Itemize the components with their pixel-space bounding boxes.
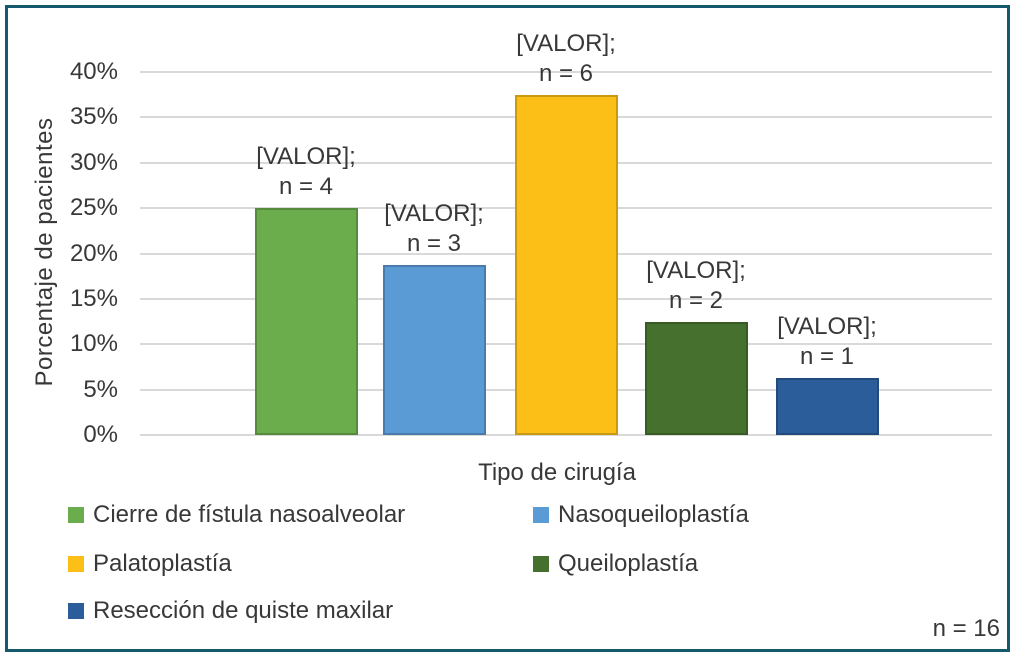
legend-item-label: Queiloplastía <box>558 550 699 577</box>
bar-value-label-4: [VALOR]; n = 1 <box>777 313 877 371</box>
legend-color-swatch <box>68 603 84 619</box>
bar-value-label-0: [VALOR]; n = 4 <box>256 143 356 201</box>
y-tick-label: 25% <box>69 194 118 222</box>
chart-frame <box>5 5 1010 652</box>
legend-item-3: Queiloplastía <box>533 550 699 577</box>
y-tick-label: 20% <box>69 239 118 267</box>
legend-color-swatch <box>533 556 549 572</box>
y-tick-label: 30% <box>69 148 118 176</box>
bar-1 <box>382 264 486 435</box>
y-tick-label: 15% <box>69 284 118 312</box>
y-tick-label: 10% <box>69 330 118 358</box>
bar-2 <box>514 94 618 435</box>
legend-color-swatch <box>68 556 84 572</box>
x-axis-title: Tipo de cirugía <box>478 459 636 486</box>
gridline <box>140 434 992 436</box>
bar-3 <box>644 321 748 435</box>
y-axis-tick-labels: 40% 35% 30% 25% 20% 15% 10% 5% 0% <box>30 0 118 480</box>
legend-item-label: Palatoplastía <box>93 550 232 577</box>
bar-value-label-2: [VALOR]; n = 6 <box>516 29 616 87</box>
legend-color-swatch <box>533 507 549 523</box>
legend-item-label: Nasoqueiloplastía <box>558 501 749 528</box>
bar-value-label-1: [VALOR]; n = 3 <box>384 199 484 257</box>
legend-item-4: Resección de quiste maxilar <box>68 597 394 624</box>
y-tick-label: 5% <box>83 375 118 403</box>
y-tick-label: 35% <box>69 103 118 131</box>
legend-item-label: Resección de quiste maxilar <box>93 597 394 624</box>
plot-area: [VALOR]; n = 4 [VALOR]; n = 3 [VALOR]; n = 6 [… <box>140 30 992 436</box>
gridline <box>140 71 992 73</box>
y-tick-label: 40% <box>69 58 118 85</box>
legend-item-label: Cierre de fístula nasoalveolar <box>93 501 406 528</box>
y-tick-label: 0% <box>83 421 118 448</box>
legend-item-1: Nasoqueiloplastía <box>533 501 749 528</box>
total-n-label: n = 16 <box>932 615 1000 642</box>
bar-4 <box>775 378 879 435</box>
bar-0 <box>254 208 358 435</box>
bar-value-label-3: [VALOR]; n = 2 <box>646 256 746 314</box>
legend-item-0: Cierre de fístula nasoalveolar <box>68 501 406 528</box>
legend-item-2: Palatoplastía <box>68 550 232 577</box>
legend-color-swatch <box>68 507 84 523</box>
